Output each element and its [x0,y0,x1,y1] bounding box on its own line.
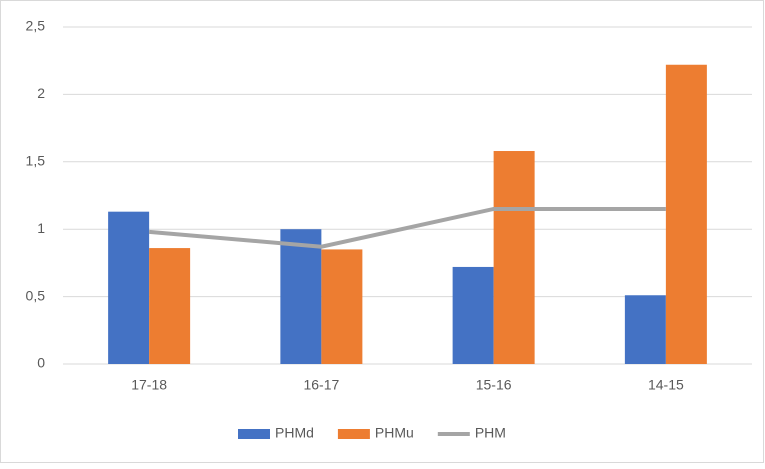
y-tick-label: 0,5 [26,287,46,303]
bar [665,64,707,364]
legend-swatch [337,429,370,439]
bar [624,295,666,364]
bar [452,266,494,364]
y-tick-label: 2 [37,85,45,101]
line [148,206,666,249]
legend-label: PHMd [275,425,314,441]
legend-label: PHMu [375,425,414,441]
bar [149,248,191,364]
y-tick-label: 1 [37,220,45,236]
bar [321,249,363,364]
legend-swatch [238,429,270,439]
x-tick-label: 16-17 [303,377,339,393]
x-tick-label: 17-18 [131,377,167,393]
bar [280,229,322,364]
y-tick-label: 1,5 [26,153,46,169]
legend-label: PHM [475,425,506,441]
x-tick-label: 14-15 [648,377,684,393]
x-tick-label: 15-16 [476,377,512,393]
bar [108,211,150,364]
bar [493,151,535,364]
y-tick-label: 0 [37,355,45,371]
y-tick-label: 2,5 [26,18,46,34]
